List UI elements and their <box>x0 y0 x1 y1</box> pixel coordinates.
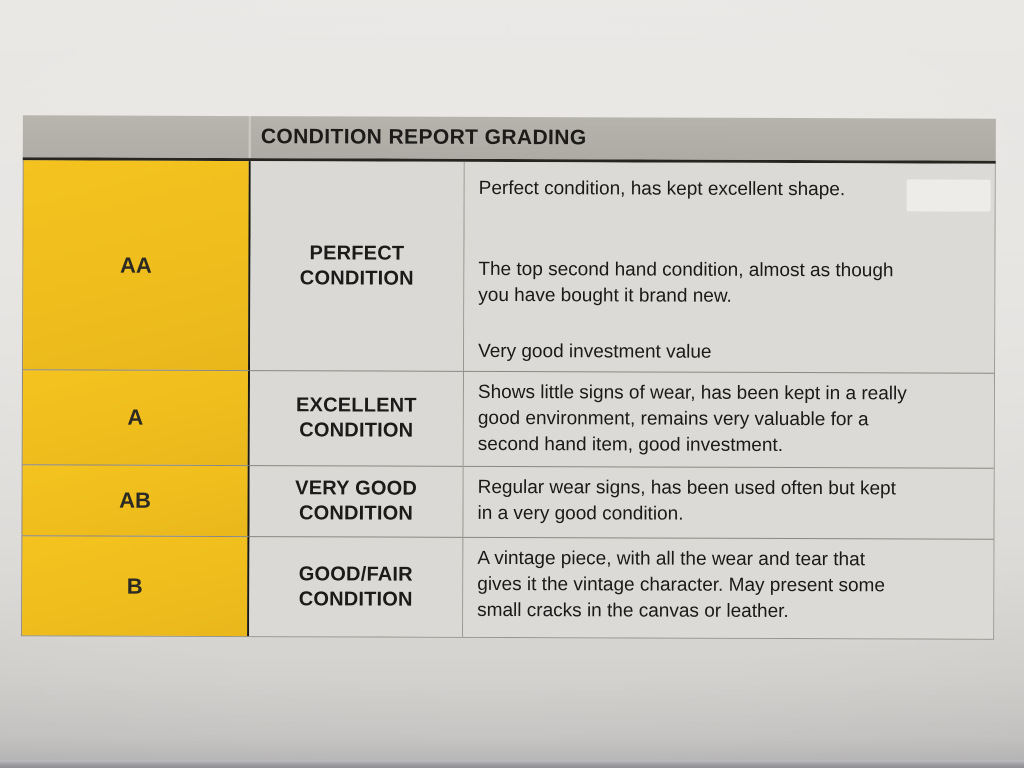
grade-cell: A <box>22 369 251 466</box>
condition-grading-table: CONDITION REPORT GRADING AA PERFECT COND… <box>21 115 996 640</box>
description-paragraph: The top second hand condition, almost as… <box>478 258 894 307</box>
table-row-b: B GOOD/FAIR CONDITION A vintage piece, w… <box>22 535 994 639</box>
table-row-ab: AB VERY GOOD CONDITION Regular wear sign… <box>22 464 994 539</box>
description-cell: Perfect condition, has kept excellent sh… <box>464 161 995 373</box>
description-paragraph: Perfect condition, has kept excellent sh… <box>478 177 846 201</box>
description-cell: Shows little signs of wear, has been kep… <box>463 370 995 468</box>
description-paragraph: Regular wear signs, has been used often … <box>477 476 896 525</box>
paper-bottom-edge-shadow <box>0 760 1024 768</box>
header-grade-column-spacer <box>22 115 251 159</box>
description-paragraph: Shows little signs of wear, has been kep… <box>477 381 907 456</box>
description-paragraph: A vintage piece, with all the wear and t… <box>477 547 885 622</box>
description-cell: A vintage piece, with all the wear and t… <box>463 536 994 639</box>
grade-cell: AA <box>23 160 251 371</box>
grade-cell: AB <box>22 464 250 537</box>
condition-name-cell: VERY GOOD CONDITION <box>249 465 464 537</box>
table-body: AA PERFECT CONDITION Perfect condition, … <box>21 160 996 640</box>
description-paragraph: Very good investment value <box>478 340 712 363</box>
grade-cell: B <box>22 535 250 637</box>
correction-fluid-patch <box>906 179 991 212</box>
condition-name-cell: PERFECT CONDITION <box>250 161 465 371</box>
condition-name-cell: EXCELLENT CONDITION <box>249 370 465 466</box>
table-row-a: A EXCELLENT CONDITION Shows little signs… <box>22 369 995 468</box>
table-header-row: CONDITION REPORT GRADING <box>22 115 996 164</box>
condition-name-cell: GOOD/FAIR CONDITION <box>249 536 464 637</box>
table-title: CONDITION REPORT GRADING <box>250 116 996 161</box>
table-row-aa: AA PERFECT CONDITION Perfect condition, … <box>23 160 995 373</box>
description-cell: Regular wear signs, has been used often … <box>463 465 994 539</box>
